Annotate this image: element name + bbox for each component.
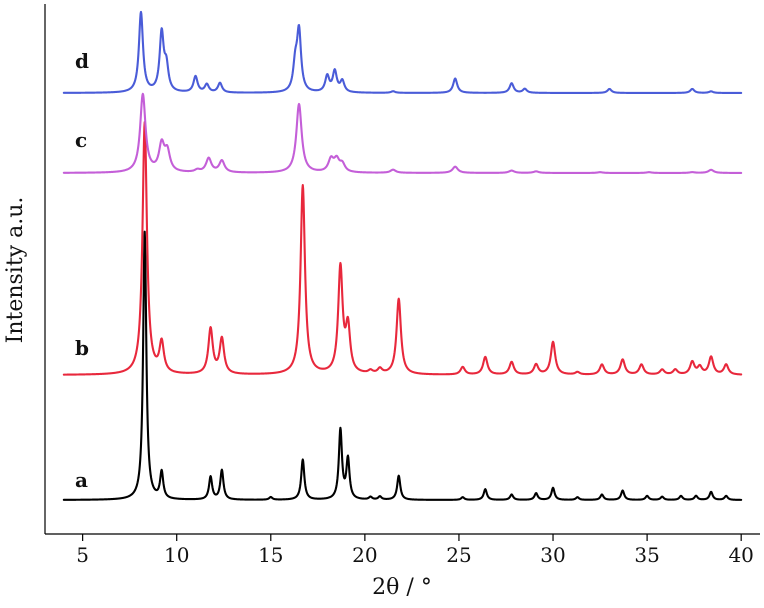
series-label-b: b	[75, 336, 89, 360]
series-line-c	[62, 92, 743, 174]
plot-frame	[44, 4, 760, 535]
x-tick-label-10: 10	[164, 543, 189, 567]
x-tick-label-20: 20	[352, 543, 377, 567]
series-label-a: a	[75, 468, 88, 492]
series-line-d	[62, 10, 743, 95]
series-line-b	[62, 121, 743, 376]
series-label-c: c	[75, 128, 87, 152]
x-tick-label-35: 35	[634, 543, 659, 567]
x-axis-title: 2θ / °	[372, 575, 432, 600]
series-label-d: d	[75, 49, 89, 73]
x-tick-label-15: 15	[258, 543, 283, 567]
y-axis-title: Intensity a.u.	[3, 197, 28, 344]
x-tick-label-30: 30	[540, 543, 565, 567]
x-tick-label-40: 40	[728, 543, 753, 567]
series-labels: a b c d	[75, 49, 89, 492]
x-ticks	[82, 534, 742, 541]
x-tick-labels: 5 10 15 20 25 30 35 40	[76, 543, 754, 567]
series-traces	[62, 10, 743, 501]
x-tick-label-5: 5	[76, 543, 89, 567]
x-tick-label-25: 25	[446, 543, 471, 567]
series-line-a	[62, 230, 743, 501]
